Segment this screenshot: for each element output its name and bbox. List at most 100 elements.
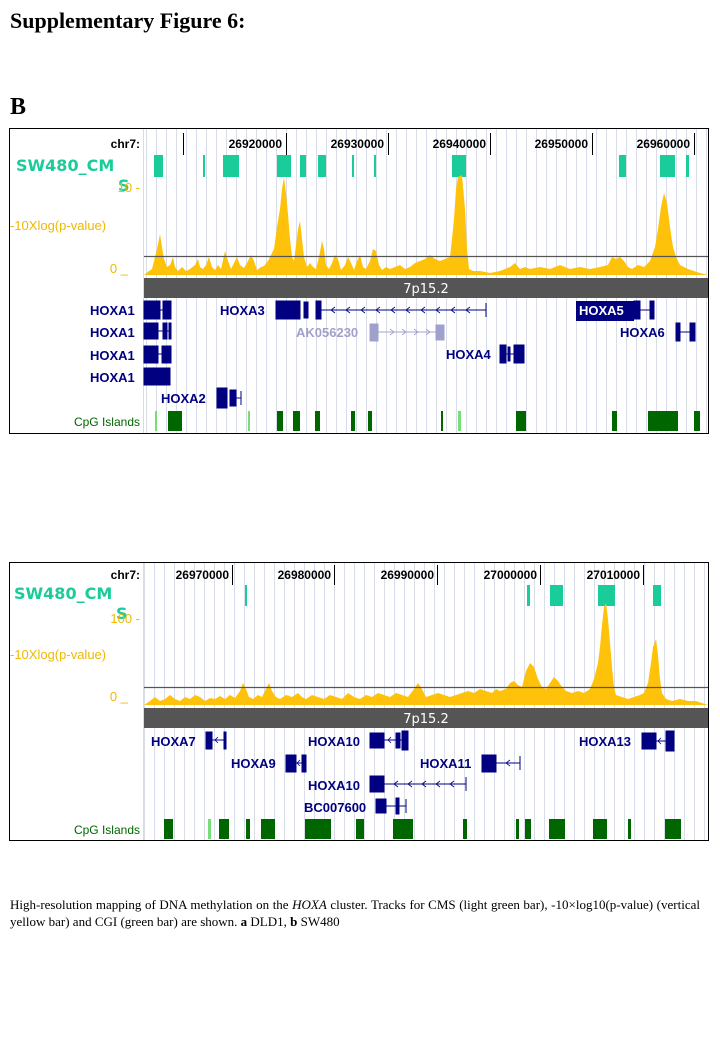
coord-label: 26930000 <box>331 137 385 151</box>
caption-text: SW480 <box>297 914 340 929</box>
gene-label: HOXA1 <box>90 303 135 318</box>
sample-label: SW480_CM <box>14 584 112 603</box>
gene-exon <box>435 324 445 341</box>
cpg-island <box>261 819 275 839</box>
cpg-island <box>168 411 182 431</box>
cpg-island <box>368 411 372 431</box>
gene-exon <box>369 732 385 749</box>
cpg-island <box>219 819 229 839</box>
gene-exon <box>143 367 171 386</box>
cpg-island <box>246 819 250 839</box>
cpg-island <box>315 411 320 431</box>
cpg-island <box>694 411 700 431</box>
gene-label: HOXA10 <box>308 734 360 749</box>
coordinate-ruler: 26970000 26980000 26990000 27000000 2701… <box>176 565 644 585</box>
cpg-island <box>612 411 617 431</box>
gene-exon <box>143 345 159 364</box>
cpg-track <box>164 819 681 839</box>
cms-bar <box>452 155 466 177</box>
gene-models <box>143 300 696 409</box>
gene-exon <box>641 732 657 750</box>
coord-label: 26920000 <box>229 137 283 151</box>
gene-label: HOXA11 <box>420 756 471 771</box>
cpg-island <box>628 819 631 839</box>
yaxis-label: -10Xlog(p-value) <box>10 647 106 662</box>
figure-title: Supplementary Figure 6: <box>10 8 246 33</box>
cpg-island <box>393 819 413 839</box>
coord-label: 27000000 <box>484 568 538 582</box>
gene-exon <box>369 775 385 793</box>
gene-label: HOXA10 <box>308 778 360 793</box>
gene-label: HOXA2 <box>161 391 206 406</box>
cpg-island <box>305 819 331 839</box>
cpg-island <box>648 411 678 431</box>
cms-bar <box>550 585 563 606</box>
cpg-island <box>248 411 250 431</box>
cms-bar <box>619 155 626 177</box>
gene-exon <box>143 300 161 320</box>
cpg-island <box>293 411 300 431</box>
caption-gene-name: HOXA <box>292 897 327 912</box>
cms-bar <box>277 155 291 177</box>
sample-label-wrap: S <box>118 176 130 195</box>
cms-bar <box>154 155 163 177</box>
gene-label: HOXA1 <box>90 348 135 363</box>
gene-exon <box>481 754 497 773</box>
gene-strand-arrows <box>214 736 662 788</box>
sample-label-wrap: S <box>116 604 128 623</box>
gene-highlight-box <box>576 301 634 321</box>
panel-label: B <box>10 94 27 120</box>
caption-panel-a: a <box>240 914 248 929</box>
caption-panel-b: b <box>290 914 298 929</box>
gene-label: HOXA1 <box>90 370 135 385</box>
cpg-island <box>665 819 681 839</box>
gene-exon <box>675 322 681 342</box>
gene-exon <box>275 300 301 320</box>
cpg-island <box>549 819 565 839</box>
ideogram-band-label: 7p15.2 <box>403 712 448 727</box>
gene-label: HOXA9 <box>231 756 276 771</box>
gene-exon <box>375 798 387 814</box>
cpg-track-label: CpG Islands <box>74 415 140 429</box>
gene-label: AK056230 <box>296 325 358 340</box>
coordinate-ruler: 26920000 26930000 26940000 26950000 2696… <box>183 133 695 155</box>
yaxis-label: -10Xlog(p-value) <box>10 218 106 233</box>
gene-label: HOXA3 <box>220 303 265 318</box>
gene-exon <box>633 300 641 320</box>
genome-browser-panel-1: chr7: 26920000 26930000 26940000 2695000… <box>9 128 709 434</box>
gene-exon <box>143 322 159 340</box>
gene-exon <box>315 300 322 320</box>
coord-label: 26970000 <box>176 568 230 582</box>
gene-exon <box>229 389 237 407</box>
cpg-island <box>277 411 283 431</box>
cpg-island <box>356 819 364 839</box>
gene-exon <box>369 323 379 342</box>
gene-label: BC007600 <box>304 800 366 815</box>
cpg-track-label: CpG Islands <box>74 823 140 837</box>
gene-exon <box>216 387 228 409</box>
caption-text: DLD1, <box>247 914 291 929</box>
cms-bar <box>527 585 530 606</box>
yaxis-top-label: 100 - <box>110 611 140 626</box>
cpg-island <box>463 819 467 839</box>
cpg-island <box>351 411 355 431</box>
gene-exon <box>499 344 507 364</box>
cpg-island <box>155 411 157 431</box>
gene-label: HOXA13 <box>579 734 631 749</box>
gene-label: HOXA7 <box>151 734 196 749</box>
cms-bar <box>660 155 675 177</box>
cpg-track <box>155 411 700 431</box>
caption-text: High-resolution mapping of DNA methylati… <box>10 897 293 912</box>
cpg-island <box>164 819 173 839</box>
cms-bar <box>245 585 247 606</box>
cms-bar <box>223 155 239 177</box>
yaxis-zero-label: 0 _ <box>110 261 129 276</box>
coord-label: 26990000 <box>381 568 435 582</box>
cms-bar <box>686 155 689 177</box>
gene-exon <box>513 344 525 364</box>
faded-gene-model <box>369 323 445 342</box>
yaxis-top-label: 10 - <box>118 180 140 195</box>
coord-label: 26960000 <box>637 137 691 151</box>
gene-label: HOXA5 <box>579 303 624 318</box>
gene-exon <box>161 345 172 364</box>
